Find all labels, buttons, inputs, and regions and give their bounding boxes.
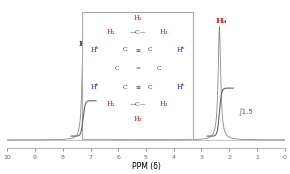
Text: ≡: ≡ [135,47,140,52]
Text: Hₐ: Hₐ [216,17,228,25]
Text: C: C [123,85,128,89]
Text: H₃: H₃ [133,14,142,22]
Text: H₃: H₃ [107,100,115,108]
Text: C: C [148,85,153,89]
Bar [82,12,193,139]
Text: C: C [123,47,128,52]
Text: Hᵇ: Hᵇ [90,46,99,54]
Text: ∫1.5: ∫1.5 [239,108,253,116]
Text: Hᵇ: Hᵇ [177,83,185,91]
Text: —C—: —C— [129,30,146,35]
Text: H₃: H₃ [160,100,168,108]
Text: H₃: H₃ [133,115,142,123]
X-axis label: PPM (δ): PPM (δ) [132,161,160,171]
Text: Hᵇ: Hᵇ [177,46,185,54]
Text: ≡: ≡ [135,85,140,89]
Text: C: C [115,66,119,71]
Text: Hᵇ: Hᵇ [90,83,99,91]
Text: ∫1.0: ∫1.0 [102,116,117,123]
Text: =: = [135,66,140,71]
Text: H₃: H₃ [107,28,115,36]
Text: C: C [148,47,153,52]
Text: Hᵇ: Hᵇ [79,40,91,48]
Text: —C—: —C— [129,102,146,107]
Text: C: C [156,66,161,71]
Text: H₃: H₃ [160,28,168,36]
